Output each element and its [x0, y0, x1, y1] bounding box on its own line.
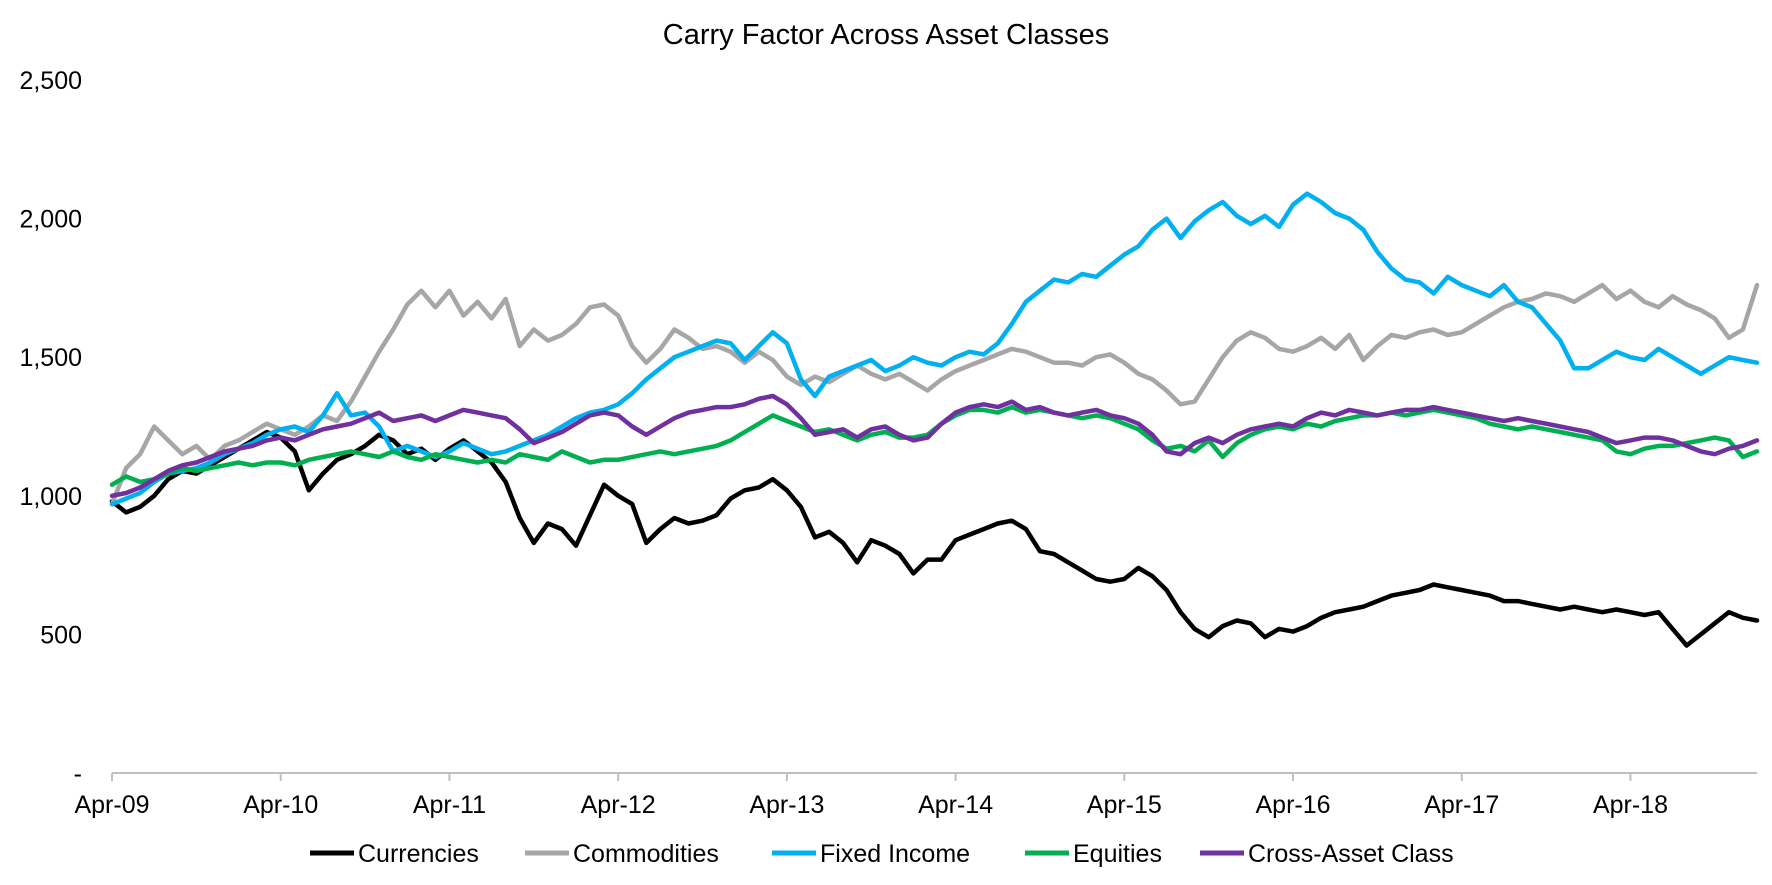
x-tick-label: Apr-12 [581, 791, 656, 819]
series-line-fixed-income [109, 191, 1760, 507]
x-axis: Apr-09 Apr-10 Apr-11 Apr-12 Apr-13 Apr-14 Apr-… [74, 772, 1757, 819]
y-tick-label: 1,000 [19, 483, 82, 511]
y-tick-label: 2,500 [19, 67, 82, 95]
series-lines [109, 191, 1760, 648]
x-tick-label: Apr-17 [1424, 791, 1499, 819]
x-tick-label: Apr-13 [749, 791, 824, 819]
y-tick-label: 2,000 [19, 206, 82, 234]
x-tick-label: Apr-16 [1256, 791, 1331, 819]
legend: Currencies Commodities Fixed Income Equitie… [310, 840, 1454, 868]
legend-item-currencies: Currencies [310, 840, 479, 868]
x-tick-label: Apr-15 [1087, 791, 1162, 819]
y-tick-label: 1,500 [19, 344, 82, 372]
legend-label: Cross-Asset Class [1248, 840, 1454, 868]
x-tick-label: Apr-11 [413, 791, 486, 819]
series-line-cross-asset-class [109, 393, 1760, 499]
legend-label: Commodities [573, 840, 719, 868]
x-tick-label: Apr-09 [74, 791, 149, 819]
y-axis-ticks: - 500 1,000 1,500 2,000 2,500 [19, 67, 82, 788]
x-tick-label: Apr-10 [243, 791, 318, 819]
series-line-currencies [109, 429, 1760, 648]
series-line-commodities [109, 282, 1760, 507]
legend-label: Fixed Income [820, 840, 970, 868]
legend-item-commodities: Commodities [525, 840, 719, 868]
legend-item-fixed-income: Fixed Income [772, 840, 970, 868]
x-tick-label: Apr-14 [918, 791, 993, 819]
legend-label: Currencies [358, 840, 479, 868]
legend-item-cross-asset-class: Cross-Asset Class [1200, 840, 1454, 868]
y-tick-label: 500 [40, 621, 82, 649]
legend-label: Equities [1073, 840, 1162, 868]
y-tick-label: - [74, 760, 82, 788]
x-tick-label: Apr-18 [1593, 791, 1668, 819]
legend-item-equities: Equities [1025, 840, 1162, 868]
chart-title: Carry Factor Across Asset Classes [663, 19, 1109, 51]
